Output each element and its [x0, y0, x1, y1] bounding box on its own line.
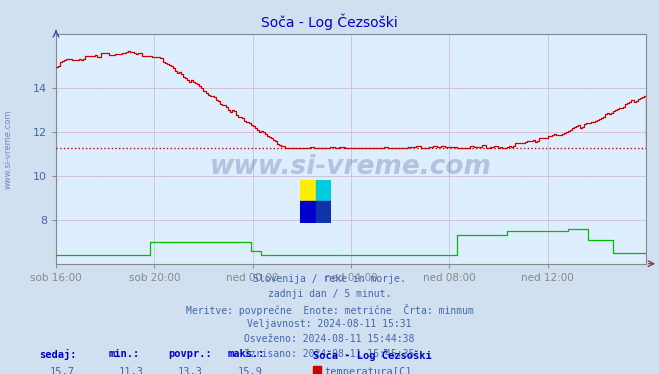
- Text: maks.:: maks.:: [227, 349, 265, 359]
- Text: Veljavnost: 2024-08-11 15:31: Veljavnost: 2024-08-11 15:31: [247, 319, 412, 329]
- Text: zadnji dan / 5 minut.: zadnji dan / 5 minut.: [268, 289, 391, 299]
- Text: 13,3: 13,3: [178, 367, 203, 374]
- Text: 11,3: 11,3: [119, 367, 144, 374]
- Text: min.:: min.:: [109, 349, 140, 359]
- Bar: [300, 180, 316, 201]
- Text: Soča - Log Čezsoški: Soča - Log Čezsoški: [313, 349, 432, 361]
- Text: Slovenija / reke in morje.: Slovenija / reke in morje.: [253, 274, 406, 284]
- Text: 15,9: 15,9: [237, 367, 262, 374]
- Text: 15,7: 15,7: [49, 367, 74, 374]
- Bar: [316, 201, 331, 223]
- Text: Izrisano: 2024-08-11 15:45:35: Izrisano: 2024-08-11 15:45:35: [244, 349, 415, 359]
- Text: povpr.:: povpr.:: [168, 349, 212, 359]
- Bar: [316, 180, 331, 201]
- Text: Meritve: povprečne  Enote: metrične  Črta: minmum: Meritve: povprečne Enote: metrične Črta:…: [186, 304, 473, 316]
- Text: temperatura[C]: temperatura[C]: [325, 367, 413, 374]
- Text: Osveženo: 2024-08-11 15:44:38: Osveženo: 2024-08-11 15:44:38: [244, 334, 415, 344]
- Text: www.si-vreme.com: www.si-vreme.com: [4, 110, 13, 189]
- Bar: [300, 201, 316, 223]
- Text: www.si-vreme.com: www.si-vreme.com: [210, 154, 492, 180]
- Text: sedaj:: sedaj:: [40, 349, 77, 359]
- Text: Soča - Log Čezsoški: Soča - Log Čezsoški: [261, 13, 398, 30]
